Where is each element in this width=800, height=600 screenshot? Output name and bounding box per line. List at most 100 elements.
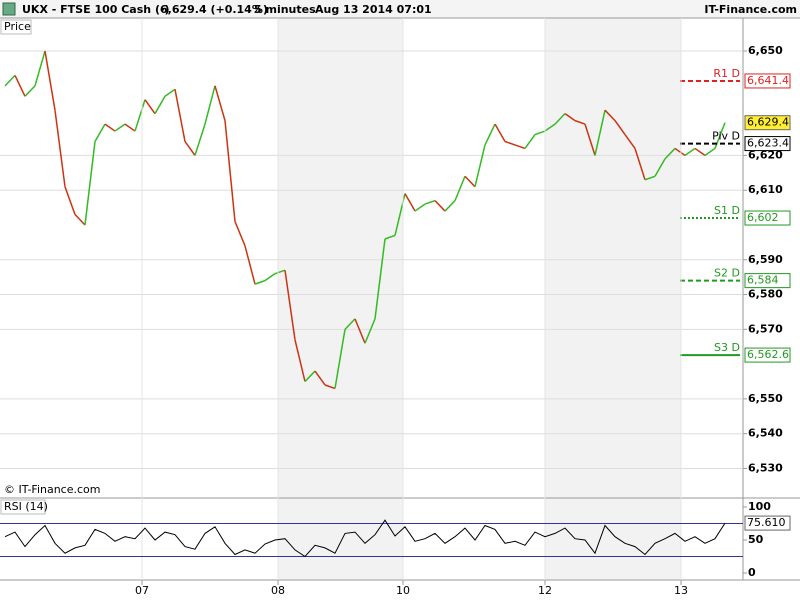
y-tick-label: 50 — [748, 533, 764, 546]
panel-label-box — [0, 19, 32, 35]
price-segment — [694, 147, 706, 157]
price-segment — [484, 123, 496, 146]
price-segment — [244, 245, 256, 285]
pivot-box — [744, 136, 791, 152]
price-segment — [304, 370, 316, 383]
price-segment — [84, 141, 96, 226]
price-segment — [534, 130, 546, 136]
price-segment — [614, 120, 626, 135]
price-segment — [634, 148, 646, 180]
price-segment — [44, 50, 56, 111]
y-tick-label: 100 — [748, 500, 771, 513]
x-tick-label: 08 — [271, 584, 285, 597]
price-segment — [134, 99, 146, 132]
y-tick-label: 6,610 — [748, 183, 783, 196]
price-segment — [154, 95, 166, 115]
x-tick-label: 12 — [538, 584, 552, 597]
price-segment — [294, 339, 306, 382]
pivot-name: R1 D — [713, 67, 740, 80]
price-segment — [334, 329, 346, 389]
panel-label-box — [0, 499, 46, 515]
price-segment — [214, 85, 226, 121]
y-tick-label: 6,550 — [748, 392, 783, 405]
price-segment — [474, 144, 486, 187]
pivot-value: 6,623.4 — [747, 137, 789, 150]
price-segment — [564, 113, 576, 122]
price-segment — [494, 123, 506, 142]
panel-title: Price — [4, 20, 31, 33]
y-tick-label: 6,530 — [748, 461, 783, 474]
pivot-box — [744, 347, 791, 363]
y-tick-label: 6,620 — [748, 148, 783, 161]
header-bar — [0, 0, 800, 18]
price-segment — [544, 123, 556, 132]
price-segment — [184, 141, 196, 156]
price-segment — [504, 140, 516, 146]
interval: 5 minutes — [254, 3, 316, 16]
pivot-box — [744, 73, 791, 89]
price-segment — [114, 123, 126, 132]
header-icon[interactable] — [2, 2, 16, 16]
day-shade — [278, 18, 403, 580]
price-segment — [404, 193, 416, 212]
y-tick-label: 6,590 — [748, 253, 783, 266]
price-segment — [674, 147, 686, 157]
price-segment — [74, 214, 86, 226]
price-segment — [604, 109, 616, 122]
price-segment — [364, 318, 376, 344]
price-segment — [24, 85, 36, 97]
pivot-value: 6,584 — [747, 274, 779, 287]
price-segment — [684, 147, 696, 157]
price-segment — [664, 147, 676, 160]
y-tick-label: 6,540 — [748, 427, 783, 440]
price-segment — [444, 200, 456, 212]
price-segment — [34, 50, 46, 87]
price-segment — [464, 175, 476, 188]
panel-title: RSI (14) — [4, 500, 48, 513]
price-segment — [54, 110, 66, 187]
price-segment — [314, 370, 326, 386]
last-value: 75.610 — [747, 516, 786, 529]
price-segment — [554, 113, 566, 125]
footer: © IT-Finance.com — [4, 483, 101, 496]
pivot-name: S2 D — [714, 267, 740, 280]
x-tick-label: 10 — [396, 584, 410, 597]
price-segment — [164, 88, 176, 97]
price-segment — [454, 175, 466, 201]
price-segment — [234, 221, 246, 247]
price-segment — [624, 134, 636, 149]
price-segment — [524, 134, 536, 149]
price-segment — [384, 234, 396, 240]
price-segment — [204, 85, 216, 125]
price-segment — [14, 75, 26, 97]
price-segment — [374, 238, 386, 319]
price-segment — [584, 123, 596, 156]
price-segment — [344, 318, 356, 330]
price-segment — [4, 74, 16, 87]
price-segment — [284, 270, 296, 340]
pivot-value: 6,641.4 — [747, 74, 789, 87]
price-segment — [434, 200, 446, 212]
quote: 6,629.4 (+0.14%) — [160, 3, 268, 16]
price-segment — [654, 158, 666, 177]
price-segment — [224, 120, 236, 222]
price-segment — [194, 123, 206, 156]
rsi-line — [4, 519, 726, 558]
price-segment — [644, 175, 656, 181]
x-tick-label: 07 — [135, 584, 149, 597]
pivot-box — [744, 210, 791, 226]
day-shade — [545, 18, 681, 580]
price-segment — [324, 384, 336, 390]
pivot-value: 6,602 — [747, 211, 779, 224]
price-segment — [254, 279, 266, 285]
pivot-name: S1 D — [714, 204, 740, 217]
brand: IT-Finance.com — [704, 3, 797, 16]
y-tick-label: 6,650 — [748, 44, 783, 57]
last-box — [744, 115, 791, 131]
price-segment — [574, 119, 586, 125]
price-segment — [124, 123, 136, 132]
last-box — [744, 515, 791, 531]
pivot-name: S3 D — [714, 341, 740, 354]
price-segment — [174, 89, 186, 142]
